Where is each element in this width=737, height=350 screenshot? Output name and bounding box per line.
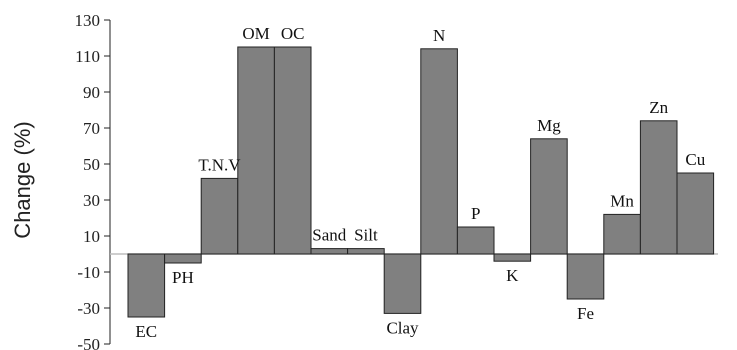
category-label: OM — [242, 24, 269, 43]
category-label: Cu — [685, 150, 705, 169]
bar-mg — [530, 138, 568, 255]
bar-ph — [164, 253, 202, 264]
category-label: N — [433, 26, 445, 45]
y-tick-label: -30 — [77, 299, 100, 318]
bar-fe — [566, 253, 605, 300]
y-tick-label: 110 — [75, 47, 100, 66]
bar-ec — [127, 253, 166, 318]
category-label: K — [506, 266, 519, 285]
y-tick-label: 10 — [83, 227, 100, 246]
y-axis-title: Change (%) — [10, 121, 35, 238]
y-tick-label: 30 — [83, 191, 100, 210]
category-label: Sand — [312, 226, 347, 245]
y-axis: -50 -30 -10 10 30 50 70 90 110 130 — [75, 11, 111, 350]
category-label: Fe — [577, 304, 594, 323]
y-tick-label: 50 — [83, 155, 100, 174]
y-tick-label: 130 — [75, 11, 101, 30]
bar-clay — [383, 253, 422, 314]
category-labels: EC PH T.N.V OM OC Sand Silt Clay N P K Mg Fe Mn Zn Cu — [135, 24, 705, 341]
category-label: Silt — [354, 226, 378, 245]
bar-silt — [347, 248, 385, 255]
category-label: Mn — [610, 191, 634, 210]
y-tick-label: 70 — [83, 119, 100, 138]
bar-n — [420, 48, 458, 255]
y-tick-label: -10 — [77, 263, 100, 282]
bar-oc — [273, 46, 312, 255]
category-label: P — [471, 204, 480, 223]
bar-zn — [639, 120, 678, 255]
bars — [110, 46, 718, 318]
bar-t-n-v — [200, 177, 239, 255]
category-label: Clay — [386, 318, 419, 337]
y-tick-label: 90 — [83, 83, 100, 102]
category-label: Mg — [537, 116, 561, 135]
bar-sand — [310, 248, 349, 255]
category-label: OC — [281, 24, 305, 43]
category-label: Zn — [649, 98, 668, 117]
y-tick-label: -50 — [77, 335, 100, 350]
category-label: EC — [135, 322, 157, 341]
bar-cu — [676, 172, 715, 255]
category-label: T.N.V — [198, 155, 241, 174]
bar-k — [493, 253, 532, 262]
category-label: PH — [172, 268, 194, 287]
bar-mn — [603, 213, 641, 255]
bar-om — [237, 46, 275, 255]
bar-p — [456, 226, 495, 255]
